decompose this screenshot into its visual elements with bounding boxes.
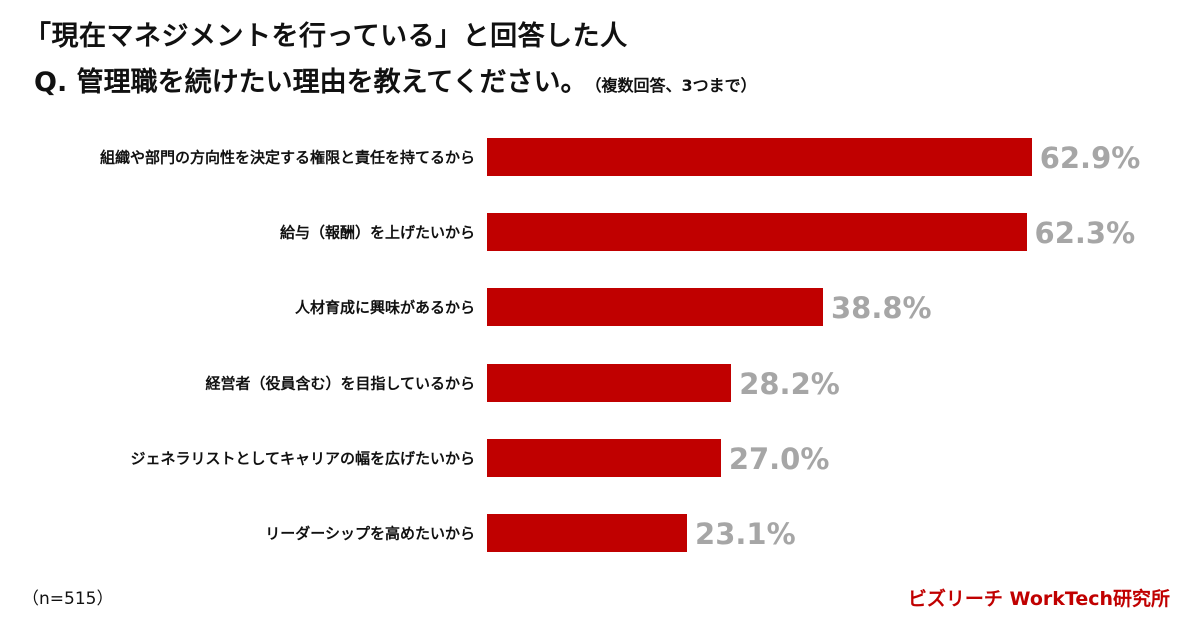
bar xyxy=(487,213,1027,252)
category-label: 組織や部門の方向性を決定する権限と責任を持てるから xyxy=(99,148,475,167)
category-label: ジェネラリストとしてキャリアの幅を広げたいから xyxy=(130,449,475,468)
bar xyxy=(487,363,732,402)
chart-title-line2: Q. 管理職を続けたい理由を教えてください。 （複数回答、3つまで） xyxy=(34,60,757,99)
category-label: リーダーシップを高めたいから xyxy=(265,524,475,543)
question-note: （複数回答、3つまで） xyxy=(593,76,757,95)
value-label: 62.9% xyxy=(1039,141,1141,175)
category-label: 経営者（役員含む）を目指しているから xyxy=(205,374,475,393)
value-label: 62.3% xyxy=(1034,216,1136,251)
bar xyxy=(487,514,688,552)
value-label: 38.8% xyxy=(831,291,932,326)
category-label: 人材育成に興味があるから xyxy=(294,298,475,317)
value-label: 23.1% xyxy=(695,517,796,551)
bar xyxy=(487,138,1032,176)
value-label: 28.2% xyxy=(739,366,840,401)
bar xyxy=(487,288,823,327)
sample-size: （n=515） xyxy=(22,589,114,609)
brand-logo-text: ビズリーチ WorkTech研究所 xyxy=(907,588,1170,610)
value-label: 27.0% xyxy=(728,441,830,476)
question-text: Q. 管理職を続けたい理由を教えてください。 xyxy=(34,67,588,98)
bar xyxy=(487,438,721,477)
category-label: 給与（報酬）を上げたいから xyxy=(279,223,475,242)
chart-title-line1: 「現在マネジメントを行っている」と回答した人 xyxy=(24,21,628,52)
